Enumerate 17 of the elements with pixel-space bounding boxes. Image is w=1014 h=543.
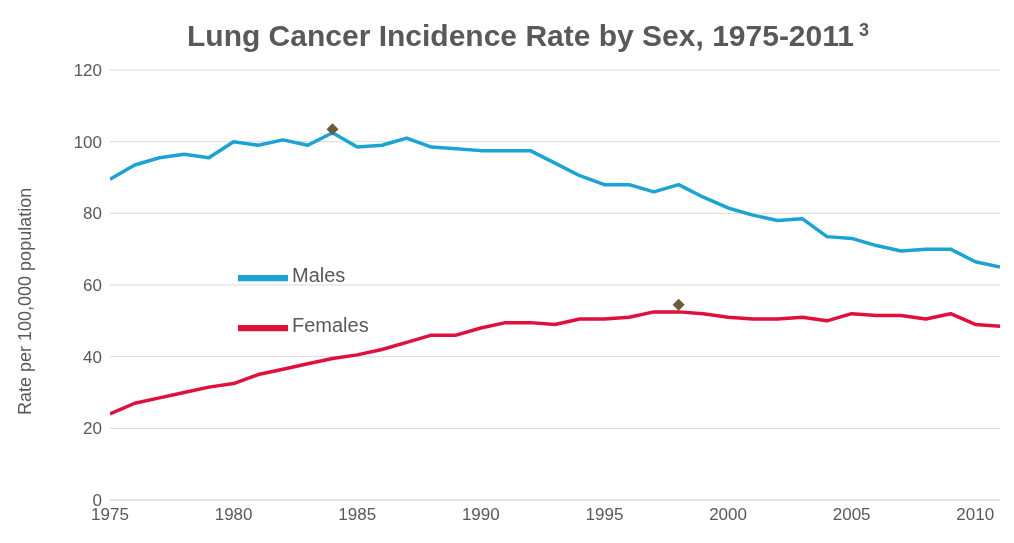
x-tick-label: 2010 — [956, 505, 995, 525]
y-tick-label: 100 — [73, 132, 102, 152]
x-tick-label: 2005 — [832, 505, 871, 525]
x-tick-label: 1995 — [585, 505, 624, 525]
legend-label: Females — [292, 313, 369, 336]
x-tick-label: 1990 — [461, 505, 500, 525]
chart-title: Lung Cancer Incidence Rate by Sex, 1975-2011$^{3}$ — [186, 19, 870, 52]
y-tick-label: 20 — [83, 419, 102, 439]
y-tick-label: 80 — [83, 204, 102, 224]
x-tick-label: 2000 — [709, 505, 747, 525]
legend-label: Males — [292, 263, 346, 286]
y-tick-label: 40 — [83, 347, 102, 367]
x-tick-label: 1985 — [338, 505, 377, 525]
y-tick-label: 120 — [73, 61, 102, 81]
x-tick-label: 1980 — [214, 505, 253, 525]
y-axis-title: Rate per 100,000 population — [15, 187, 36, 415]
y-tick-label: 60 — [83, 276, 102, 296]
